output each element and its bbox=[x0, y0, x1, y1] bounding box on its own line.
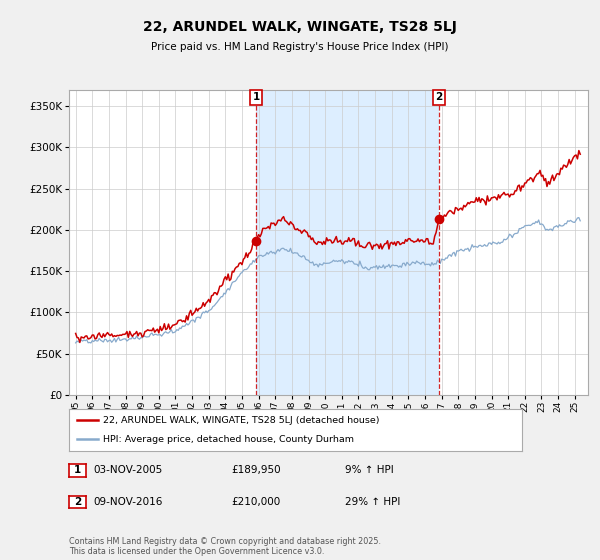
Text: 22, ARUNDEL WALK, WINGATE, TS28 5LJ: 22, ARUNDEL WALK, WINGATE, TS28 5LJ bbox=[143, 20, 457, 34]
Text: £210,000: £210,000 bbox=[231, 497, 280, 507]
Text: 09-NOV-2016: 09-NOV-2016 bbox=[93, 497, 163, 507]
Text: 22, ARUNDEL WALK, WINGATE, TS28 5LJ (detached house): 22, ARUNDEL WALK, WINGATE, TS28 5LJ (det… bbox=[103, 416, 379, 424]
Text: 2: 2 bbox=[436, 92, 443, 102]
Text: Contains HM Land Registry data © Crown copyright and database right 2025.
This d: Contains HM Land Registry data © Crown c… bbox=[69, 536, 381, 556]
Text: 1: 1 bbox=[74, 465, 81, 475]
Text: 29% ↑ HPI: 29% ↑ HPI bbox=[345, 497, 400, 507]
Text: 03-NOV-2005: 03-NOV-2005 bbox=[93, 465, 162, 475]
Text: 9% ↑ HPI: 9% ↑ HPI bbox=[345, 465, 394, 475]
Text: £189,950: £189,950 bbox=[231, 465, 281, 475]
Text: 1: 1 bbox=[253, 92, 260, 102]
Text: Price paid vs. HM Land Registry's House Price Index (HPI): Price paid vs. HM Land Registry's House … bbox=[151, 42, 449, 52]
Text: HPI: Average price, detached house, County Durham: HPI: Average price, detached house, Coun… bbox=[103, 435, 354, 444]
Bar bbox=[256, 90, 439, 395]
Text: 2: 2 bbox=[74, 497, 81, 507]
